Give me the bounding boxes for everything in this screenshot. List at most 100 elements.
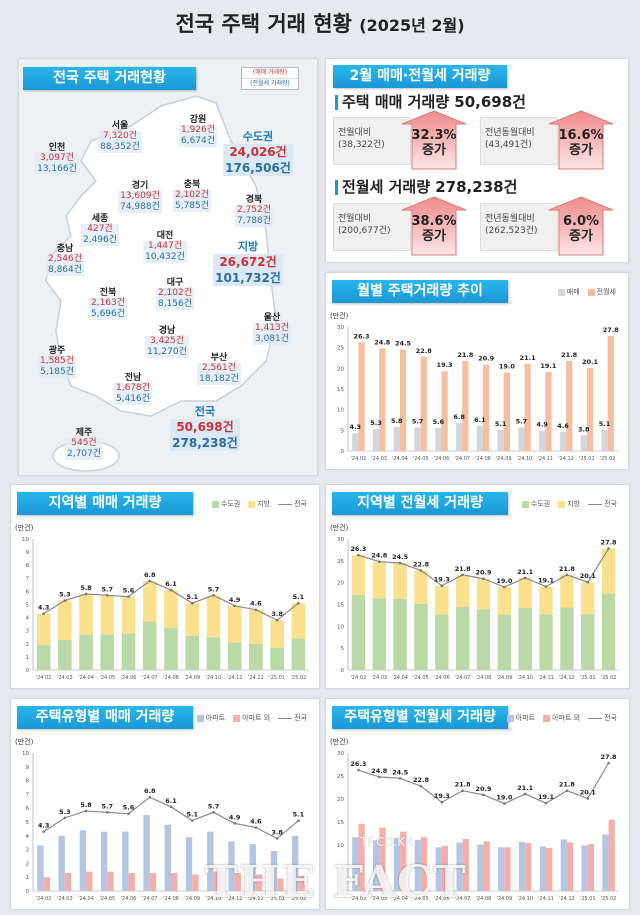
compare-base: (200,677건) [338, 226, 391, 236]
region-name: 전남 [124, 373, 142, 383]
region-sale: 2,163건 [90, 298, 126, 308]
x-tick-label: '24.07 [455, 675, 471, 681]
bar-지방 [393, 563, 407, 599]
data-label: 24.8 [371, 767, 388, 775]
unit-label: (만건) [330, 524, 349, 532]
data-label: 27.8 [601, 539, 618, 547]
line-point [377, 775, 381, 779]
region-rent: 18,182건 [199, 374, 239, 384]
x-tick-label: '24.05 [99, 675, 115, 681]
line-point [84, 592, 88, 596]
x-tick-label: '24.03 [371, 456, 387, 462]
data-label: 21.1 [517, 784, 534, 792]
region-name: 서울 [111, 121, 129, 131]
y-tick-label: 30 [337, 537, 344, 543]
x-tick-label: '24.04 [78, 896, 94, 902]
line-point [148, 795, 152, 799]
region-rent: 2,496건 [82, 235, 118, 245]
x-tick-label: '24.11 [538, 896, 554, 902]
region-name: 충남 [56, 244, 74, 254]
data-label: 5.1 [293, 811, 305, 819]
x-tick-label: '24.09 [184, 675, 200, 681]
data-label: 19.1 [540, 362, 557, 370]
data-label: 6.1 [474, 416, 486, 424]
chart-plot: 0 1 2 3 4 5 6 7 8 9 10 '24.02 '24.03 '24.04 '24.05 '24.… [22, 751, 309, 902]
bar-지방 [455, 574, 470, 607]
bar-아파트 외 [43, 877, 50, 891]
line-point [127, 595, 130, 598]
bar-아파트 외 [379, 827, 386, 891]
region-name: 대구 [166, 278, 184, 288]
y-tick-label: 5 [341, 428, 345, 434]
x-tick-label: '25.02 [291, 896, 307, 902]
x-tick-label: '24.08 [476, 675, 492, 681]
data-label: 4.6 [250, 600, 262, 608]
data-label: 5.3 [59, 591, 71, 599]
x-tick-label: '24.10 [206, 896, 222, 902]
x-tick-label: '25.02 [600, 456, 616, 462]
bar-지방 [291, 603, 306, 639]
region-sale: 2,561건 [201, 363, 237, 373]
y-tick-label: 2 [26, 642, 30, 648]
region-rent: 11,270건 [147, 347, 187, 357]
region-name: 부산 [210, 353, 228, 363]
bar-수도권 [100, 634, 115, 670]
bar-수도권 [291, 638, 306, 670]
line-point [607, 761, 610, 765]
line-point [565, 789, 569, 793]
region-16: 제주 545건 2,707건 [64, 425, 104, 460]
bar-아파트 외 [213, 871, 220, 891]
region-rent: 5,696건 [90, 309, 126, 319]
bar-아파트 [435, 847, 442, 891]
bar-수도권 [601, 593, 616, 670]
bar-아파트 외 [504, 847, 511, 891]
region-rent: 2,707건 [66, 449, 102, 459]
x-tick-label: '24.02 [36, 675, 52, 681]
data-label: 22.8 [413, 776, 430, 784]
bar-수도권 [351, 594, 366, 670]
compare-direction: 증가 [422, 229, 446, 244]
legend-item: 전국 [588, 499, 617, 509]
data-label: 5.7 [516, 417, 528, 425]
bar-지방 [601, 548, 616, 594]
bar-지방 [164, 590, 178, 629]
total-rent: 101,732건 [215, 271, 281, 285]
bar-지방 [414, 570, 428, 604]
line-point [254, 826, 258, 829]
x-tick-label: '24.06 [434, 675, 450, 681]
bar-수도권 [539, 614, 553, 670]
bar-수도권 [476, 609, 491, 670]
bar-전월세 [358, 342, 365, 451]
bar-아파트 [207, 831, 214, 891]
total-0: 수도권 24,026건 176,506건 [223, 128, 293, 176]
region-14: 부산 2,561건 18,182건 [197, 350, 241, 385]
chart-plot: 0 5 10 15 20 25 30 '24.02 '24.03 '24.04 '24.05 '24.… [337, 751, 619, 902]
x-tick-label: '24.05 [413, 896, 429, 902]
line-point [233, 822, 236, 825]
line-point [377, 560, 381, 564]
bar-매매 [476, 425, 483, 451]
legend-label: 전국 [294, 714, 307, 722]
line-point [565, 573, 569, 577]
x-tick-label: '24.08 [475, 456, 491, 462]
total-sale: 26,672건 [219, 255, 277, 269]
bar-아파트 [292, 835, 299, 891]
data-label: 5.7 [412, 417, 424, 425]
compare-base: (38,322건) [338, 140, 385, 150]
y-tick-label: 9 [26, 765, 30, 771]
data-label: 20.1 [580, 572, 597, 580]
region-rent: 5,185건 [39, 367, 75, 377]
chart-plot: 0 5 10 15 20 25 30 '24.02 '24.03 '24.04 '24.05 '24.… [337, 537, 619, 681]
compare-direction: 증가 [422, 143, 446, 158]
data-label: 21.8 [455, 565, 472, 573]
bar-수도권 [518, 607, 532, 670]
data-label: 21.8 [561, 351, 578, 359]
x-tick-label: '24.04 [78, 675, 94, 681]
line-point [275, 618, 279, 622]
y-tick-label: 15 [337, 387, 344, 393]
line-point [84, 809, 88, 813]
compare-label: 전월대비 [338, 128, 372, 138]
x-tick-label: '24.08 [476, 896, 492, 902]
line-point [586, 580, 590, 584]
up-arrow-sale_mom: 32.3% 증가 [401, 110, 467, 170]
